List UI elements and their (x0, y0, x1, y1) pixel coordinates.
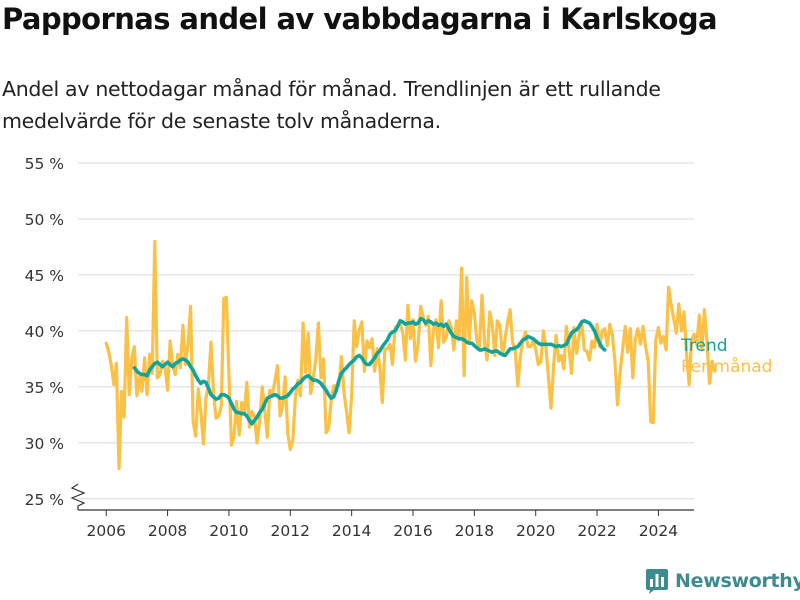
legend-per-manad: Per månad (681, 356, 772, 377)
legend-trend: Trend (680, 336, 728, 356)
series-lines (104, 239, 717, 471)
y-tick-label: 55 % (25, 155, 64, 173)
x-axis-tick-labels: 2006 2008 2010 2012 2014 2016 2018 2020 2022 2024 (86, 522, 678, 540)
y-tick-label: 40 % (25, 323, 64, 341)
x-tick-label: 2024 (639, 522, 678, 540)
y-tick-label: 45 % (25, 267, 64, 285)
y-tick-label: 50 % (25, 211, 64, 229)
x-tick-label: 2022 (577, 522, 616, 540)
trend-line (132, 316, 607, 426)
y-tick-label: 25 % (25, 491, 64, 509)
axis-break-icon (70, 483, 86, 510)
chart-title: Pappornas andel av vabbdagarna i Karlsko… (2, 2, 718, 36)
x-tick-label: 2020 (516, 522, 555, 540)
x-tick-label: 2012 (271, 522, 310, 540)
x-tick-label: 2018 (455, 522, 494, 540)
grid-lines (78, 162, 694, 500)
x-tick-label: 2014 (332, 522, 371, 540)
x-tick-label: 2008 (148, 522, 187, 540)
bar-chart-logo-icon (646, 569, 668, 594)
x-tick-label: 2010 (209, 522, 248, 540)
x-tick-label: 2006 (86, 522, 125, 540)
x-axis (70, 483, 694, 516)
chart-subtitle: Andel av nettodagar månad för månad. Tre… (2, 77, 661, 133)
y-tick-label: 35 % (25, 379, 64, 397)
newsworthy-brand[interactable]: Newsworthy (645, 568, 800, 594)
per-manad-line (104, 239, 717, 471)
x-tick-label: 2016 (393, 522, 432, 540)
brand-name: Newsworthy (675, 570, 800, 592)
y-tick-label: 30 % (25, 435, 64, 453)
y-axis-tick-labels: 25 % 30 % 35 % 40 % 45 % 50 % 55 % (25, 155, 64, 509)
